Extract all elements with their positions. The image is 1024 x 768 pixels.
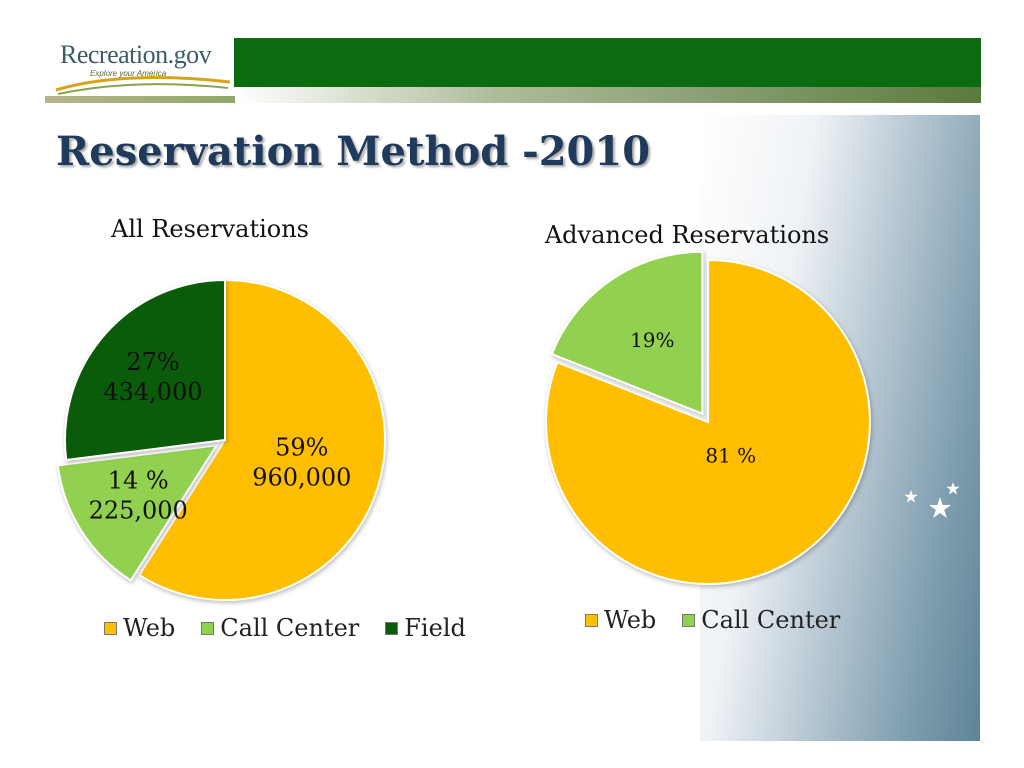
data-label-web: 81 % [705,443,756,467]
page-title: Reservation Method -2010 [56,128,651,175]
header-fade-bar [234,87,981,103]
star-icon [904,490,918,503]
legend-label: Web [123,614,176,642]
data-label-field: 27% [126,348,179,376]
logo-tagline: Explore your America [90,69,167,78]
legend-advanced-reservations: Web Call Center [585,606,840,634]
legend-item-web: Web [585,606,656,634]
logo-swoosh-icon [55,76,231,95]
legend-swatch [682,613,696,627]
legend-item-call-center: Call Center [682,606,840,634]
legend-item-web: Web [104,614,175,642]
header-bar [234,38,981,87]
data-label-call-center: 19% [630,328,674,352]
logo-underline [45,96,235,103]
logo-text: Recreation.gov [60,40,212,69]
chart-title: All Reservations [110,215,309,243]
data-label-web: 59% [275,434,328,462]
legend-label: Field [404,614,466,642]
legend-label: Web [604,606,657,634]
pie-slice-call-center [56,444,219,582]
stars-decoration [904,482,960,518]
star-icon [929,497,951,518]
legend-item-call-center: Call Center [201,614,359,642]
legend-item-field: Field [385,614,466,642]
legend-swatch [201,621,215,635]
pie-slice-web [545,258,871,585]
legend-swatch [104,621,117,635]
data-label-call-center: 14 % [108,466,169,494]
pie-slice-call-center [550,250,704,416]
legend-all-reservations: Web Call Center Field [104,614,466,642]
data-label-field: 434,000 [103,378,202,406]
chart-title: Advanced Reservations [544,221,829,249]
legend-swatch [385,621,399,635]
data-label-web: 960,000 [252,464,351,492]
star-icon [946,482,960,495]
logo: Recreation.gov Explore your America [46,38,234,96]
data-label-call-center: 225,000 [89,496,188,524]
legend-label: Call Center [220,614,360,642]
pie-slice-web [137,278,386,601]
pie-slice-field [64,278,226,462]
legend-label: Call Center [701,606,841,634]
legend-swatch [585,613,598,627]
